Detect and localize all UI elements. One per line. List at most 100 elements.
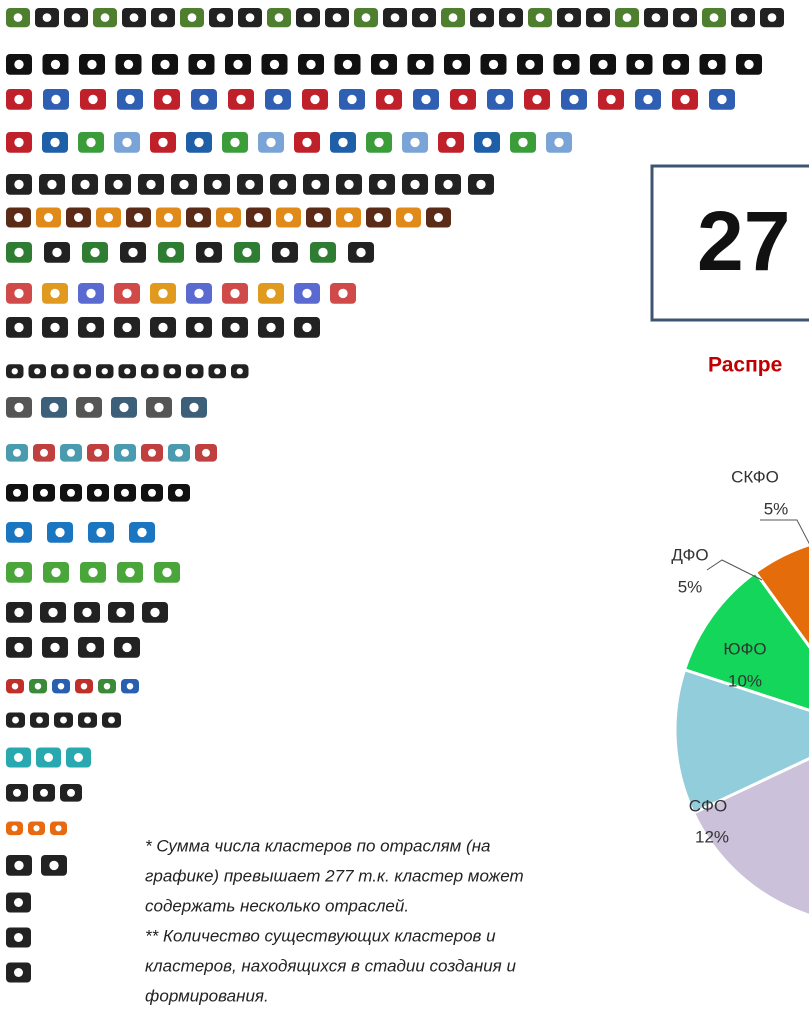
icon-detail [192,368,198,374]
icon-detail [338,289,347,298]
icon-detail [507,13,516,22]
icon-detail [128,248,137,257]
icon-detail [121,449,129,457]
icon-detail [708,60,717,69]
icon-detail [536,13,545,22]
icon-detail [449,13,458,22]
icon-detail [137,528,146,537]
icon-detail [50,643,59,652]
icon-detail [124,368,130,374]
footnote-line: ** Количество существующих кластеров и [145,926,496,945]
icon-detail [14,568,23,577]
icon-detail [476,180,485,189]
icon-detail [652,13,661,22]
icon-detail [147,368,153,374]
icon-detail [230,323,239,332]
icon-detail [122,289,131,298]
icon-detail [446,138,455,147]
icon-detail [194,289,203,298]
icon-detail [598,60,607,69]
icon-detail [57,368,63,374]
icon-detail [166,248,175,257]
icon-detail [275,13,284,22]
icon-detail [569,95,578,104]
icon-detail [90,248,99,257]
icon-detail [237,368,243,374]
icon-detail [119,403,128,412]
slice-value-label: 12% [695,827,729,846]
icon-detail [230,138,239,147]
icon-detail [280,248,289,257]
slice-value-label: 10% [728,671,762,690]
icon-detail [14,248,23,257]
icon-detail [55,825,61,831]
icon-detail [643,95,652,104]
icon-detail [214,368,220,374]
slice-label: СФО [689,796,727,815]
icon-detail [391,13,400,22]
icon-detail [116,608,125,617]
icon-detail [14,608,23,617]
icon-detail [127,683,133,689]
icon-detail [81,683,87,689]
icon-detail [344,180,353,189]
icon-detail [525,60,534,69]
icon-detail [72,13,81,22]
icon-detail [67,449,75,457]
icon-detail [74,753,83,762]
icon-detail [14,898,23,907]
icon-detail [158,323,167,332]
icon-detail [88,95,97,104]
icon-detail [302,138,311,147]
icon-detail [594,13,603,22]
footnote-line: формирования. [145,986,269,1005]
icon-detail [242,248,251,257]
icon-detail [420,13,429,22]
icon-detail [14,138,23,147]
icon-detail [14,323,23,332]
icon-detail [410,180,419,189]
icon-detail [94,449,102,457]
icon-detail [554,138,563,147]
icon-detail [273,95,282,104]
icon-detail [80,180,89,189]
icon-detail [148,449,156,457]
icon-detail [194,213,203,222]
icon-detail [344,213,353,222]
icon-detail [347,95,356,104]
icon-detail [681,13,690,22]
icon-detail [217,13,226,22]
footnote-line: содержать несколько отраслей. [145,896,409,915]
icon-detail [14,861,23,870]
icon-detail [67,789,75,797]
icon-detail [13,489,21,497]
icon-detail [12,368,18,374]
icon-detail [739,13,748,22]
pie-title: Распре [708,354,782,377]
icon-detail [113,180,122,189]
icon-detail [188,13,197,22]
icon-detail [55,528,64,537]
icon-detail [79,368,85,374]
icon-detail [122,643,131,652]
footnote-line: кластеров, находящихся в стадии создания… [145,956,516,975]
icon-detail [60,717,67,724]
icon-detail [343,60,352,69]
footnote-line: графике) превышает 277 т.к. кластер може… [145,866,524,885]
icon-detail [84,717,91,724]
icon-detail [199,95,208,104]
icon-detail [233,60,242,69]
icon-detail [122,323,131,332]
icon-detail [744,60,753,69]
icon-detail [40,449,48,457]
icon-detail [452,60,461,69]
headline-number: 27 [697,194,790,288]
icon-detail [159,13,168,22]
icon-detail [532,95,541,104]
icon-detail [333,13,342,22]
icon-detail [35,683,41,689]
icon-detail [52,248,61,257]
icon-detail [266,138,275,147]
icon-detail [635,60,644,69]
icon-detail [14,403,23,412]
